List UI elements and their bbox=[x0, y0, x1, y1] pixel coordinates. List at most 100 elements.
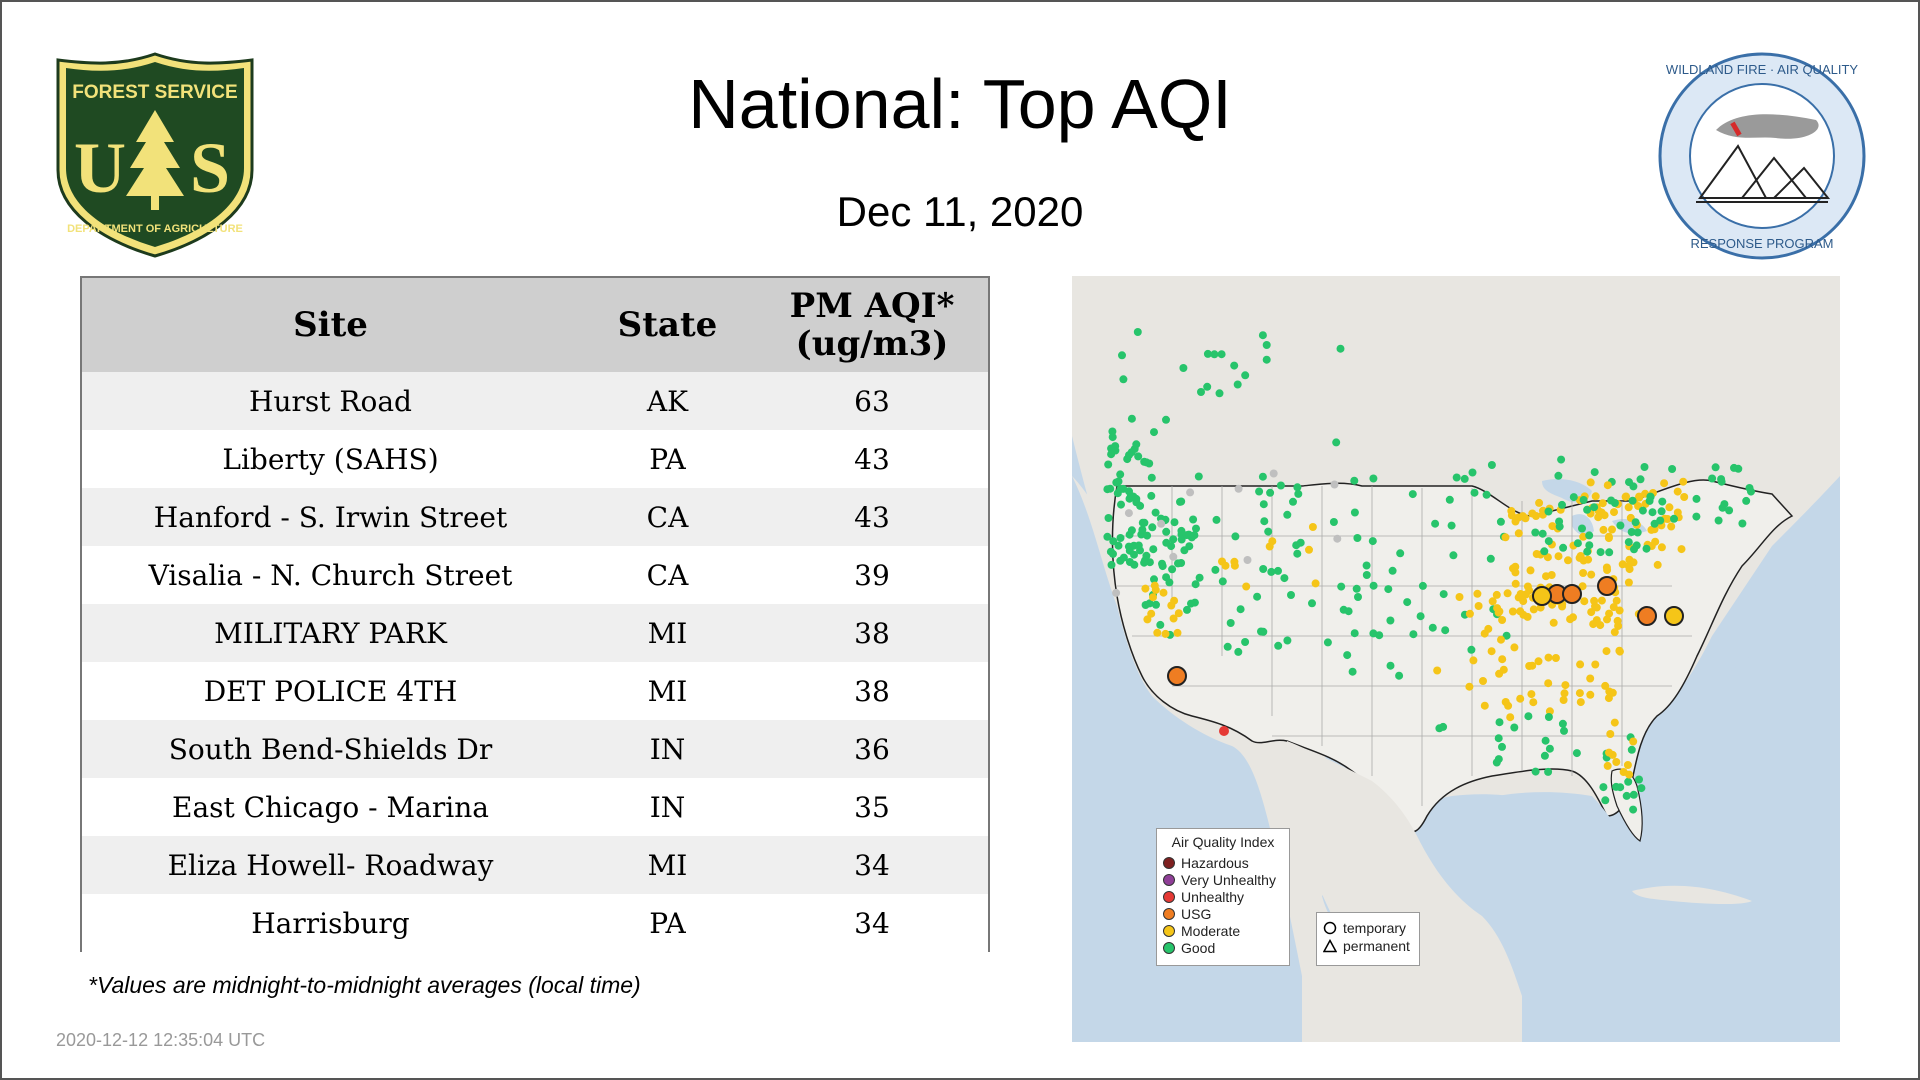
station-marker[interactable] bbox=[1173, 628, 1182, 637]
station-marker[interactable] bbox=[1470, 488, 1479, 497]
station-marker[interactable] bbox=[1455, 593, 1464, 601]
station-marker[interactable] bbox=[1108, 433, 1117, 442]
station-marker[interactable] bbox=[1107, 560, 1116, 569]
station-marker[interactable] bbox=[1350, 476, 1359, 485]
station-marker[interactable] bbox=[1112, 478, 1121, 487]
station-marker[interactable] bbox=[1742, 496, 1751, 505]
station-marker[interactable] bbox=[1554, 471, 1563, 480]
station-marker[interactable] bbox=[1629, 737, 1638, 746]
station-marker[interactable] bbox=[1730, 463, 1738, 472]
station-marker[interactable] bbox=[1599, 525, 1608, 534]
station-marker[interactable] bbox=[1409, 630, 1418, 639]
station-marker[interactable] bbox=[1180, 546, 1189, 555]
station-marker[interactable] bbox=[1158, 559, 1166, 568]
station-marker[interactable] bbox=[1431, 519, 1440, 528]
station-marker-moderate[interactable] bbox=[1532, 586, 1552, 606]
station-marker[interactable] bbox=[1116, 470, 1125, 479]
station-marker[interactable] bbox=[1350, 508, 1359, 517]
station-marker[interactable] bbox=[1615, 606, 1624, 615]
station-marker[interactable] bbox=[1665, 503, 1674, 512]
station-marker[interactable] bbox=[1452, 473, 1461, 482]
station-marker[interactable] bbox=[1125, 451, 1133, 460]
station-marker[interactable] bbox=[1590, 503, 1599, 512]
station-marker[interactable] bbox=[1190, 531, 1199, 540]
station-marker[interactable] bbox=[1433, 666, 1442, 675]
station-marker[interactable] bbox=[1337, 582, 1346, 591]
station-marker[interactable] bbox=[1578, 524, 1586, 533]
station-marker[interactable] bbox=[1487, 461, 1496, 469]
station-marker[interactable] bbox=[1439, 722, 1448, 731]
station-marker[interactable] bbox=[1579, 532, 1588, 541]
station-marker[interactable] bbox=[1580, 597, 1589, 606]
station-marker[interactable] bbox=[1218, 577, 1227, 586]
station-marker[interactable] bbox=[1647, 525, 1656, 534]
station-marker[interactable] bbox=[1169, 614, 1178, 623]
station-marker[interactable] bbox=[1147, 473, 1156, 482]
station-marker[interactable] bbox=[1544, 767, 1553, 776]
station-marker[interactable] bbox=[1305, 545, 1313, 554]
station-marker[interactable] bbox=[1558, 500, 1566, 509]
station-marker[interactable] bbox=[1613, 616, 1622, 625]
station-marker[interactable] bbox=[1554, 552, 1563, 561]
station-marker[interactable] bbox=[1149, 545, 1158, 554]
station-marker[interactable] bbox=[1488, 597, 1497, 606]
station-marker[interactable] bbox=[1183, 605, 1191, 614]
station-marker[interactable] bbox=[1119, 375, 1128, 384]
station-marker[interactable] bbox=[1529, 605, 1538, 614]
station-marker[interactable] bbox=[1498, 655, 1507, 664]
station-marker[interactable] bbox=[1145, 599, 1154, 608]
station-marker[interactable] bbox=[1276, 481, 1285, 490]
station-marker[interactable] bbox=[1103, 532, 1112, 541]
station-marker[interactable] bbox=[1159, 588, 1168, 597]
station-marker[interactable] bbox=[1638, 506, 1647, 515]
station-marker[interactable] bbox=[1534, 657, 1543, 666]
station-marker[interactable] bbox=[1233, 380, 1242, 389]
station-marker[interactable] bbox=[1629, 805, 1638, 814]
station-marker[interactable] bbox=[1657, 507, 1666, 516]
station-marker[interactable] bbox=[1174, 609, 1183, 618]
station-marker[interactable] bbox=[1603, 615, 1611, 624]
station-marker[interactable] bbox=[1255, 487, 1264, 496]
station-marker[interactable] bbox=[1656, 516, 1665, 525]
station-marker[interactable] bbox=[1627, 745, 1636, 754]
station-marker[interactable] bbox=[1265, 542, 1274, 551]
station-marker[interactable] bbox=[1165, 578, 1174, 587]
station-marker[interactable] bbox=[1668, 465, 1677, 473]
station-marker[interactable] bbox=[1274, 566, 1282, 575]
station-marker[interactable] bbox=[1547, 571, 1556, 579]
station-marker[interactable] bbox=[1259, 500, 1268, 509]
station-marker[interactable] bbox=[1259, 565, 1268, 573]
station-marker[interactable] bbox=[1474, 602, 1483, 610]
station-marker[interactable] bbox=[1106, 484, 1115, 493]
station-marker[interactable] bbox=[1187, 599, 1195, 608]
station-marker[interactable] bbox=[1653, 560, 1662, 569]
station-marker[interactable] bbox=[1609, 603, 1618, 612]
station-marker[interactable] bbox=[1293, 549, 1302, 558]
station-marker[interactable] bbox=[1107, 450, 1116, 459]
station-marker[interactable] bbox=[1124, 509, 1133, 518]
station-marker[interactable] bbox=[1560, 726, 1568, 735]
station-marker[interactable] bbox=[1212, 515, 1221, 524]
station-marker[interactable] bbox=[1612, 758, 1621, 766]
station-marker[interactable] bbox=[1289, 497, 1297, 506]
station-marker[interactable] bbox=[1469, 656, 1478, 665]
station-marker[interactable] bbox=[1416, 612, 1425, 621]
station-marker[interactable] bbox=[1174, 559, 1182, 568]
station-marker[interactable] bbox=[1516, 607, 1525, 616]
station-marker[interactable] bbox=[1226, 619, 1235, 627]
station-marker[interactable] bbox=[1714, 516, 1723, 525]
station-marker[interactable] bbox=[1362, 571, 1371, 579]
station-marker[interactable] bbox=[1583, 547, 1592, 556]
station-marker[interactable] bbox=[1596, 548, 1605, 557]
station-marker[interactable] bbox=[1134, 541, 1143, 550]
station-marker[interactable] bbox=[1189, 515, 1198, 524]
station-marker[interactable] bbox=[1241, 371, 1250, 380]
station-marker[interactable] bbox=[1362, 561, 1371, 570]
station-marker[interactable] bbox=[1186, 488, 1195, 497]
station-marker[interactable] bbox=[1507, 507, 1516, 515]
station-marker[interactable] bbox=[1586, 478, 1595, 487]
station-marker[interactable] bbox=[1191, 580, 1200, 589]
station-marker[interactable] bbox=[1467, 645, 1476, 654]
station-marker-usg[interactable] bbox=[1167, 666, 1187, 686]
station-marker[interactable] bbox=[1136, 501, 1145, 510]
